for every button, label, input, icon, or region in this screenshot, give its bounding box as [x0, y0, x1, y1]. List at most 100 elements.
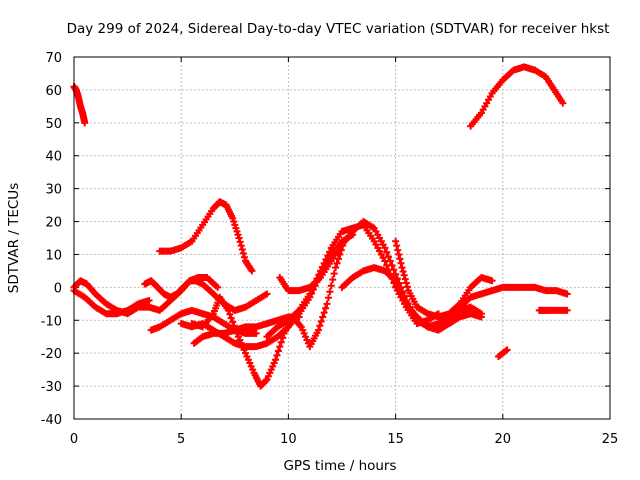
data-point: [402, 279, 410, 287]
y-tick-label: 30: [45, 183, 62, 198]
data-point: [227, 314, 235, 322]
y-tick-label: 60: [45, 84, 62, 99]
data-point: [401, 275, 409, 283]
y-tick-label: -20: [41, 347, 62, 362]
data-point: [503, 346, 511, 354]
data-point: [273, 351, 281, 359]
data-point: [306, 290, 314, 298]
y-tick-label: 40: [45, 150, 62, 165]
data-point: [324, 294, 332, 302]
data-point: [330, 270, 338, 278]
data-point: [381, 244, 389, 252]
x-tick-label: 20: [495, 432, 512, 447]
data-point: [214, 283, 222, 291]
data-point: [332, 264, 340, 272]
data-point: [325, 248, 333, 256]
data-point: [226, 310, 234, 318]
series-s13: [392, 237, 496, 321]
y-tick-label: 50: [45, 117, 62, 132]
data-point: [383, 248, 391, 256]
data-point: [396, 255, 404, 263]
data-point: [384, 253, 392, 261]
data-point: [317, 267, 325, 275]
data-point: [398, 264, 406, 272]
series-s14: [434, 283, 571, 328]
data-point: [333, 259, 341, 267]
data-point: [477, 313, 485, 321]
data-point: [295, 313, 303, 321]
y-tick-label: 0: [54, 281, 62, 296]
series-s12: [338, 264, 485, 334]
data-point: [320, 309, 328, 317]
data-point: [237, 242, 245, 250]
series-s3: [70, 287, 153, 318]
data-point: [395, 250, 403, 258]
data-point: [238, 246, 246, 254]
series-s16: [535, 306, 571, 314]
x-axis-label: GPS time / hours: [283, 458, 396, 474]
x-tick-label: 5: [177, 432, 185, 447]
data-point: [316, 322, 324, 330]
data-point: [279, 334, 287, 342]
data-point: [322, 255, 330, 263]
data-point: [239, 249, 247, 257]
series-s1: [70, 83, 89, 127]
data-point: [392, 237, 400, 245]
y-tick-label: -10: [41, 314, 62, 329]
data-point: [324, 252, 332, 260]
data-point: [276, 343, 284, 351]
data-point: [399, 267, 407, 275]
data-point: [319, 313, 327, 321]
data-point: [392, 270, 400, 278]
x-tick-label: 25: [602, 432, 619, 447]
data-point: [390, 266, 398, 274]
x-tick-label: 15: [387, 432, 404, 447]
data-point: [314, 326, 322, 334]
axis-ticks: 0 5 10 15 20 25 -40 -30 -20 -10 0 10 20 30 40 50 60 70: [41, 51, 619, 447]
data-point: [559, 99, 567, 107]
data-point: [388, 261, 396, 269]
data-point: [386, 257, 394, 265]
data-point: [81, 119, 89, 127]
data-point: [323, 300, 331, 308]
data-point: [488, 277, 496, 285]
data-point: [274, 347, 282, 355]
y-tick-label: 70: [45, 51, 62, 66]
data-point: [393, 242, 401, 250]
data-point: [563, 290, 571, 298]
plot-frame: [73, 56, 611, 420]
data-point: [317, 317, 325, 325]
series-s15: [467, 63, 567, 130]
series-s17: [495, 346, 511, 360]
data-point: [397, 259, 405, 267]
data-point: [240, 253, 248, 261]
data-point: [262, 377, 270, 385]
data-point: [400, 271, 408, 279]
data-point: [263, 290, 271, 298]
x-tick-label: 10: [280, 432, 297, 447]
data-point: [326, 288, 334, 296]
series-s4: [141, 277, 271, 314]
data-point: [229, 318, 237, 326]
data-point: [563, 306, 571, 314]
data-point: [277, 338, 285, 346]
data-point: [236, 238, 244, 246]
data-point: [394, 246, 402, 254]
data-point: [235, 234, 243, 242]
y-tick-label: 20: [45, 216, 62, 231]
y-tick-label: -40: [41, 413, 62, 428]
data-point: [327, 282, 335, 290]
data-point: [329, 276, 337, 284]
data-point: [252, 329, 260, 337]
data-point: [403, 283, 411, 291]
y-axis-label: SDTVAR / TECUs: [6, 183, 22, 293]
y-tick-label: -30: [41, 380, 62, 395]
data-point: [248, 267, 256, 275]
data-point: [224, 306, 232, 314]
data-point: [272, 356, 280, 364]
data-points: [70, 63, 571, 390]
data-point: [145, 297, 153, 305]
series-s6: [156, 198, 256, 275]
x-tick-label: 0: [70, 432, 78, 447]
